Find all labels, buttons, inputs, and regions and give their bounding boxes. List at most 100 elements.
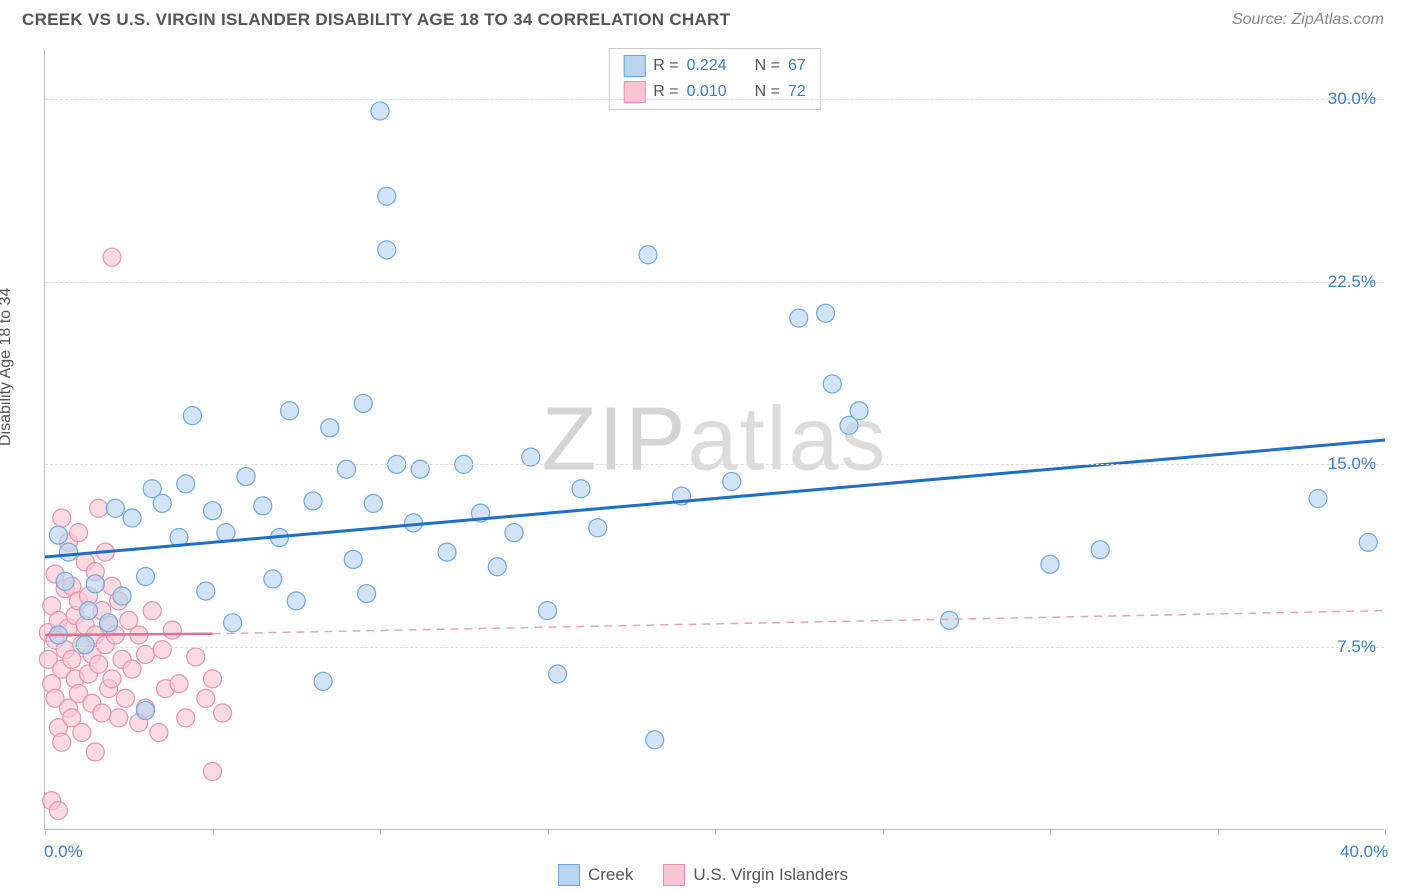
data-point [344,550,362,568]
data-point [941,611,959,629]
data-point [93,704,111,722]
data-point [539,602,557,620]
data-point [214,704,232,722]
legend-swatch [623,55,645,77]
chart-title: CREEK VS U.S. VIRGIN ISLANDER DISABILITY… [22,10,730,30]
data-point [281,402,299,420]
data-point [1359,533,1377,551]
legend-r-value: 0.224 [687,57,727,75]
source-label: Source: ZipAtlas.com [1232,11,1384,29]
x-tick [715,829,716,835]
legend-correlation: R = 0.224N = 67R = 0.010N = 72 [608,48,821,110]
data-point [123,509,141,527]
x-tick-label: 0.0% [44,842,83,862]
data-point [113,587,131,605]
data-point [197,582,215,600]
data-point [646,731,664,749]
data-point [49,526,67,544]
data-point [204,763,222,781]
data-point [549,665,567,683]
data-point [183,407,201,425]
y-tick-label: 30.0% [1328,89,1376,109]
data-point [217,524,235,542]
data-point [56,572,74,590]
data-point [103,670,121,688]
data-point [237,468,255,486]
data-point [137,646,155,664]
data-point [86,743,104,761]
data-point [49,802,67,820]
data-point [264,570,282,588]
data-point [137,702,155,720]
data-point [304,492,322,510]
data-point [224,614,242,632]
data-point [163,621,181,639]
y-axis-label: Disability Age 18 to 34 [0,288,15,446]
data-point [153,641,171,659]
data-point [790,309,808,327]
data-point [488,558,506,576]
trend-line [213,611,1386,634]
data-point [100,614,118,632]
data-point [817,304,835,322]
scatter-plot [45,50,1384,829]
trend-line [45,440,1385,557]
data-point [1309,490,1327,508]
data-point [314,672,332,690]
legend-row: R = 0.010N = 72 [623,79,806,105]
legend-label: Creek [588,865,633,885]
data-point [589,519,607,537]
legend-swatch [663,864,685,886]
data-point [354,394,372,412]
data-point [204,670,222,688]
y-tick-label: 22.5% [1328,272,1376,292]
data-point [254,497,272,515]
x-tick [45,829,46,835]
data-point [70,524,88,542]
legend-item: Creek [558,864,633,886]
data-point [723,472,741,490]
data-point [76,636,94,654]
legend-swatch [558,864,580,886]
data-point [204,502,222,520]
data-point [53,509,71,527]
data-point [1041,555,1059,573]
data-point [1091,541,1109,559]
data-point [73,724,91,742]
data-point [116,689,134,707]
x-tick [883,829,884,835]
data-point [411,460,429,478]
data-point [80,602,98,620]
legend-r-label: R = [653,57,678,75]
data-point [103,248,121,266]
legend-row: R = 0.224N = 67 [623,53,806,79]
data-point [197,689,215,707]
y-tick-label: 7.5% [1337,637,1376,657]
data-point [143,602,161,620]
x-tick-label: 40.0% [1340,842,1388,862]
grid-line [45,282,1384,283]
legend-n-value: 67 [788,57,806,75]
data-point [823,375,841,393]
data-point [287,592,305,610]
data-point [850,402,868,420]
data-point [364,494,382,512]
data-point [639,246,657,264]
data-point [177,709,195,727]
data-point [90,655,108,673]
data-point [110,709,128,727]
x-tick [380,829,381,835]
data-point [438,543,456,561]
data-point [505,524,523,542]
data-point [123,660,141,678]
data-point [378,241,396,259]
x-tick [548,829,549,835]
data-point [53,733,71,751]
data-point [170,675,188,693]
data-point [321,419,339,437]
data-point [137,568,155,586]
data-point [86,575,104,593]
data-point [150,724,168,742]
legend-item: U.S. Virgin Islanders [663,864,848,886]
y-tick-label: 15.0% [1328,454,1376,474]
